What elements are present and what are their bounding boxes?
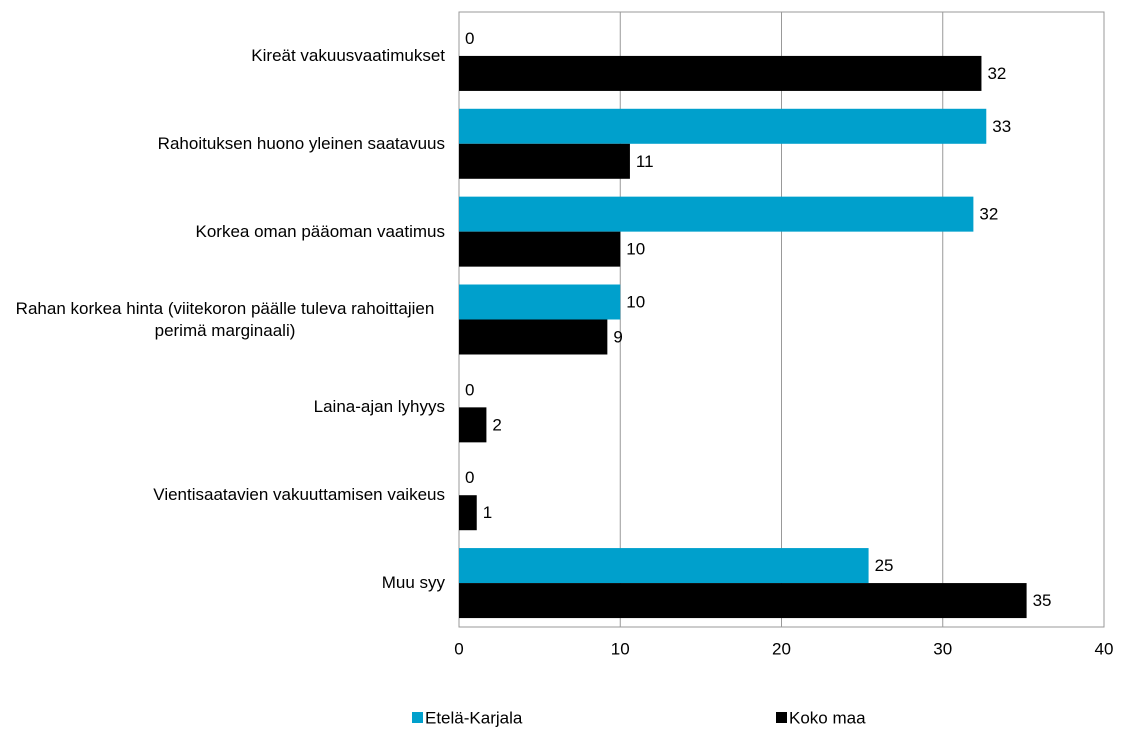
data-label: 35 xyxy=(1033,591,1052,610)
legend-swatch xyxy=(776,712,787,723)
data-label: 32 xyxy=(987,64,1006,83)
y-tick-label: Kireät vakuusvaatimukset xyxy=(251,45,445,65)
y-tick-label: Laina-ajan lyhyys xyxy=(313,397,445,417)
y-tick-label: Rahoituksen huono yleinen saatavuus xyxy=(157,133,445,153)
bar xyxy=(459,55,982,91)
data-label: 0 xyxy=(465,380,474,399)
data-label: 2 xyxy=(492,415,501,434)
legend-swatch xyxy=(412,712,423,723)
x-tick-label: 0 xyxy=(454,639,463,658)
bar xyxy=(459,583,1027,619)
bar xyxy=(459,319,608,355)
x-tick-label: 30 xyxy=(933,639,952,658)
x-tick-label: 40 xyxy=(1095,639,1114,658)
bar xyxy=(459,407,487,443)
data-label: 32 xyxy=(979,205,998,224)
bar xyxy=(459,495,477,531)
data-label: 0 xyxy=(465,468,474,487)
legend-label: Koko maa xyxy=(789,708,866,727)
data-label: 11 xyxy=(636,152,654,171)
bar xyxy=(459,196,974,232)
data-label: 33 xyxy=(992,117,1011,136)
y-tick-label: Rahan korkea hinta (viitekoron päälle tu… xyxy=(15,298,435,340)
bar xyxy=(459,548,869,584)
x-tick-label: 20 xyxy=(772,639,791,658)
bar xyxy=(459,108,987,144)
bar xyxy=(459,231,621,267)
bar xyxy=(459,284,621,320)
data-label: 25 xyxy=(875,556,894,575)
legend-label: Etelä-Karjala xyxy=(425,708,523,727)
data-label: 10 xyxy=(626,240,645,259)
bar xyxy=(459,143,630,179)
y-tick-label: Korkea oman pääoman vaatimus xyxy=(195,221,445,241)
data-label: 0 xyxy=(465,29,474,48)
x-tick-label: 10 xyxy=(611,639,630,658)
data-label: 9 xyxy=(613,327,622,346)
y-tick-label: Muu syy xyxy=(381,573,445,593)
data-label: 10 xyxy=(626,292,645,311)
data-label: 1 xyxy=(483,503,492,522)
y-tick-label: Vientisaatavien vakuuttamisen vaikeus xyxy=(153,485,445,505)
